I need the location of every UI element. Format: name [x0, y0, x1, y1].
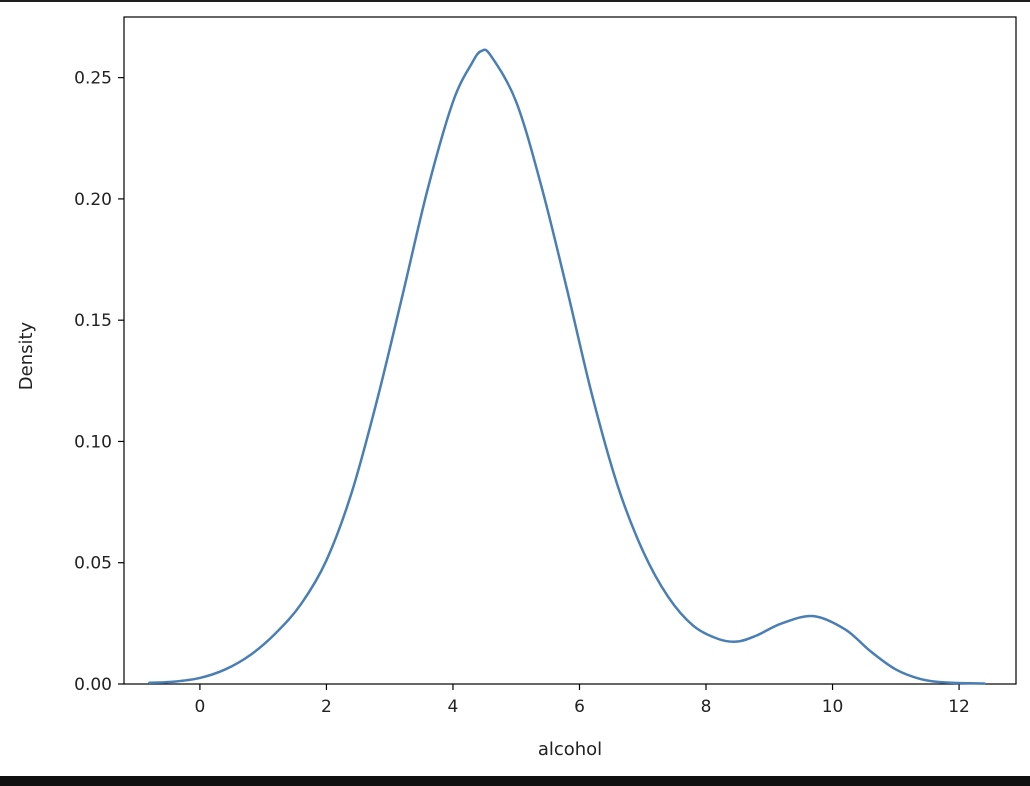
x-tick-label: 0	[195, 697, 206, 717]
y-tick-label: 0.00	[74, 675, 112, 695]
density-curve	[148, 48, 986, 685]
top-border	[0, 0, 1030, 2]
y-tick-label: 0.25	[74, 69, 112, 89]
x-tick-label: 10	[822, 697, 844, 717]
y-tick-label: 0.05	[74, 554, 112, 574]
plot-area	[123, 16, 1017, 685]
y-tick-label: 0.15	[74, 311, 112, 331]
x-axis-ticks: 0 2 4 6 8 10 12	[195, 684, 970, 717]
x-axis-label: alcohol	[538, 739, 602, 760]
y-tick-label: 0.10	[74, 432, 112, 452]
y-axis-ticks: 0.00 0.05 0.10 0.15 0.20 0.25	[74, 69, 124, 695]
y-tick-label: 0.20	[74, 190, 112, 210]
x-tick-label: 6	[574, 697, 585, 717]
y-axis-label: Density	[16, 321, 37, 390]
x-tick-label: 2	[321, 697, 332, 717]
x-tick-label: 8	[701, 697, 712, 717]
x-tick-label: 4	[448, 697, 459, 717]
x-tick-label: 12	[948, 697, 970, 717]
bottom-bar	[0, 776, 1030, 786]
